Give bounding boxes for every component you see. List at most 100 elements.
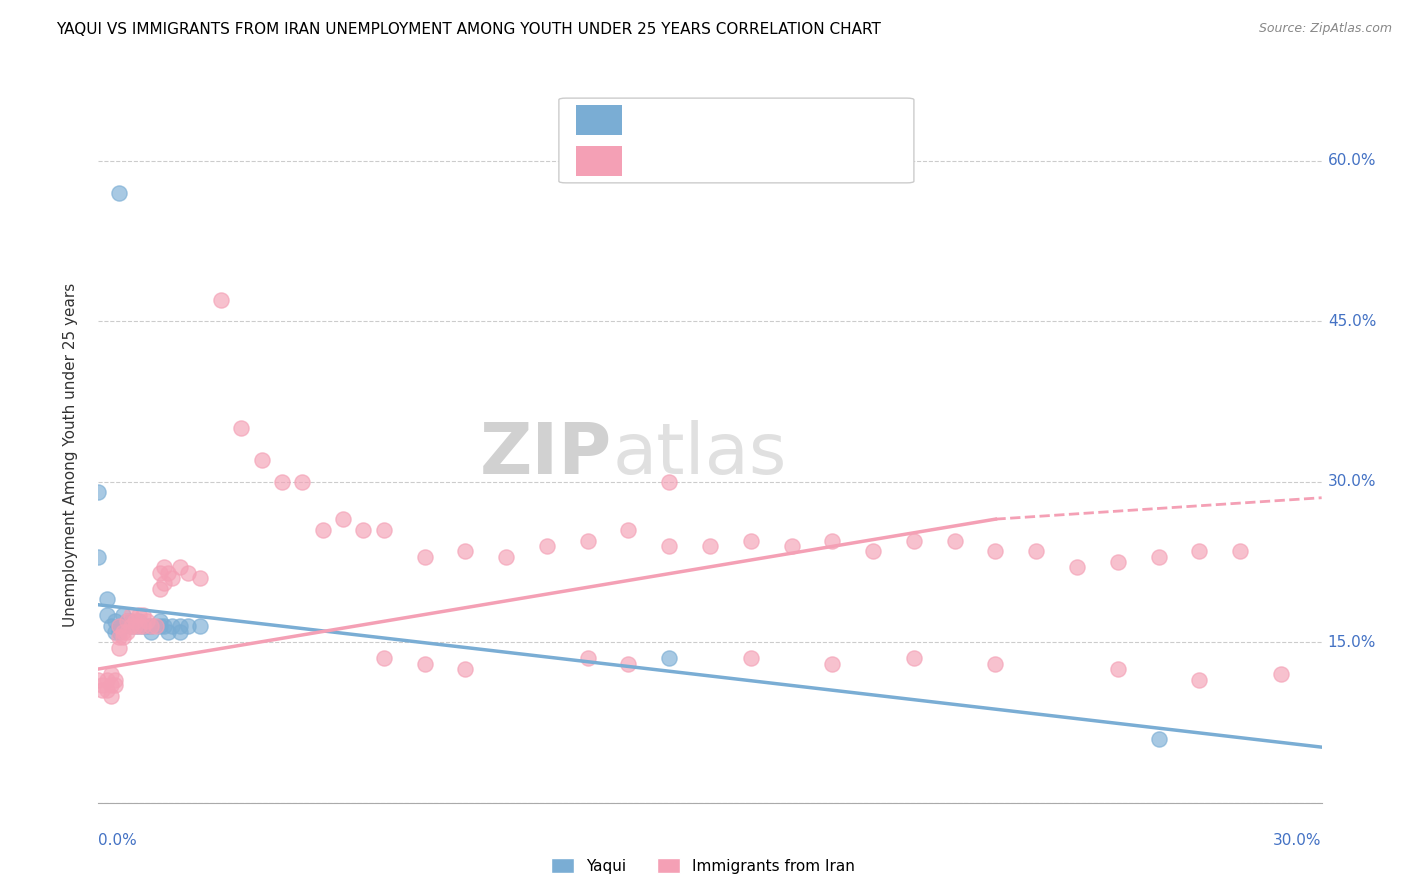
Point	[862, 544, 884, 558]
Point	[699, 539, 721, 553]
Point	[1147, 549, 1170, 564]
Point	[658, 475, 681, 489]
Point	[96, 592, 118, 607]
Point	[115, 624, 138, 639]
Point	[152, 576, 174, 591]
Point	[87, 485, 110, 500]
Point	[132, 608, 155, 623]
Point	[108, 619, 131, 633]
Point	[100, 667, 122, 681]
Point	[1107, 662, 1129, 676]
Point	[740, 533, 762, 548]
Point	[1188, 544, 1211, 558]
Point	[141, 619, 163, 633]
Point	[104, 673, 127, 687]
Point	[903, 651, 925, 665]
Point	[1066, 560, 1088, 574]
Point	[658, 651, 681, 665]
Point	[128, 608, 150, 623]
Text: 30.0%: 30.0%	[1274, 832, 1322, 847]
Text: atlas: atlas	[612, 420, 786, 490]
Point	[454, 544, 477, 558]
Point	[576, 533, 599, 548]
Y-axis label: Unemployment Among Youth under 25 years: Unemployment Among Youth under 25 years	[63, 283, 77, 627]
Point	[177, 566, 200, 580]
Point	[152, 619, 174, 633]
Point	[100, 619, 122, 633]
Point	[617, 657, 640, 671]
Text: R = -0.159   N = 33: R = -0.159 N = 33	[636, 112, 779, 128]
Point	[120, 608, 142, 623]
Point	[111, 608, 134, 623]
Point	[120, 619, 142, 633]
Point	[111, 630, 134, 644]
Point	[141, 624, 163, 639]
Point	[136, 619, 159, 633]
Point	[141, 619, 163, 633]
Bar	[576, 105, 621, 136]
Point	[108, 630, 131, 644]
Point	[332, 512, 354, 526]
Point	[188, 571, 212, 585]
Point	[169, 560, 191, 574]
Point	[115, 614, 138, 628]
Point	[145, 619, 167, 633]
Point	[149, 619, 172, 633]
Point	[149, 614, 172, 628]
Point	[160, 619, 183, 633]
Bar	[576, 145, 621, 176]
Point	[821, 533, 844, 548]
Point	[156, 566, 179, 580]
Point	[128, 619, 150, 633]
Point	[821, 657, 844, 671]
Point	[1188, 673, 1211, 687]
Point	[177, 619, 200, 633]
Point	[128, 619, 150, 633]
Point	[780, 539, 803, 553]
Point	[413, 657, 436, 671]
Point	[104, 614, 127, 628]
Point	[160, 571, 183, 585]
Point	[136, 614, 159, 628]
Point	[124, 619, 146, 633]
Point	[128, 614, 150, 628]
Point	[270, 475, 294, 489]
Point	[536, 539, 558, 553]
Point	[984, 657, 1007, 671]
Point	[108, 619, 131, 633]
Point	[169, 624, 191, 639]
Point	[87, 673, 110, 687]
Point	[312, 523, 335, 537]
Point	[111, 624, 134, 639]
Point	[91, 683, 114, 698]
Point	[984, 544, 1007, 558]
Point	[617, 523, 640, 537]
Point	[495, 549, 517, 564]
Point	[169, 619, 191, 633]
Point	[100, 689, 122, 703]
Point	[100, 678, 122, 692]
Point	[115, 614, 138, 628]
FancyBboxPatch shape	[560, 98, 914, 183]
Point	[132, 619, 155, 633]
Text: 30.0%: 30.0%	[1327, 475, 1376, 489]
Point	[1147, 731, 1170, 746]
Text: Source: ZipAtlas.com: Source: ZipAtlas.com	[1258, 22, 1392, 36]
Text: YAQUI VS IMMIGRANTS FROM IRAN UNEMPLOYMENT AMONG YOUTH UNDER 25 YEARS CORRELATIO: YAQUI VS IMMIGRANTS FROM IRAN UNEMPLOYME…	[56, 22, 882, 37]
Text: ZIP: ZIP	[479, 420, 612, 490]
Point	[1229, 544, 1251, 558]
Text: R =  0.328   N = 79: R = 0.328 N = 79	[636, 153, 779, 169]
Point	[149, 582, 172, 596]
Point	[124, 614, 146, 628]
Point	[104, 678, 127, 692]
Point	[291, 475, 314, 489]
Point	[1025, 544, 1047, 558]
Point	[120, 614, 142, 628]
Point	[96, 683, 118, 698]
Point	[903, 533, 925, 548]
Point	[104, 624, 127, 639]
Text: 60.0%: 60.0%	[1327, 153, 1376, 168]
Point	[373, 523, 395, 537]
Point	[149, 566, 172, 580]
Point	[231, 421, 253, 435]
